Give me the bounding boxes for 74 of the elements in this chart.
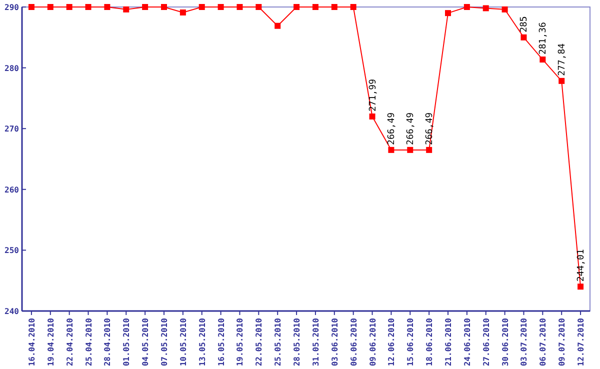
x-tick-label: 27.06.2010: [482, 318, 491, 366]
x-tick-label: 22.04.2010: [65, 318, 74, 366]
point: [85, 4, 92, 10]
x-tick-label: 31.05.2010: [311, 318, 320, 366]
data-label: 277,84: [558, 43, 568, 76]
y-tick-label: 280: [4, 64, 20, 73]
x-tick-label: 25.05.2010: [274, 318, 283, 366]
point: [161, 4, 167, 10]
x-tick-label: 15.06.2010: [406, 318, 416, 366]
y-tick-label: 260: [4, 185, 20, 194]
point: [218, 4, 224, 10]
x-tick-label: 30.06.2010: [500, 318, 510, 366]
point: [104, 4, 110, 10]
point: [256, 4, 262, 10]
point: [66, 4, 72, 10]
point: [180, 9, 186, 16]
x-tick-label: 28.05.2010: [292, 318, 302, 366]
data-label: 285: [520, 16, 530, 32]
point: [294, 4, 300, 10]
point: [274, 22, 281, 29]
x-tick-label: 09.07.2010: [558, 318, 567, 366]
point: [312, 4, 318, 10]
x-tick-label: 19.04.2010: [46, 318, 56, 366]
x-tick-label: 12.06.2010: [387, 318, 396, 366]
x-tick-label: 16.05.2010: [216, 318, 226, 366]
y-tick-label: 270: [4, 124, 20, 134]
x-tick-label: 04.05.2010: [141, 318, 150, 366]
data-label: 266,49: [387, 112, 398, 145]
x-tick-label: 12.07.2010: [576, 318, 586, 366]
point: [369, 114, 376, 120]
point: [47, 4, 54, 10]
point: [198, 4, 205, 10]
x-tick-label: 06.07.2010: [538, 318, 548, 366]
point: [578, 284, 584, 290]
x-tick-label: 10.05.2010: [178, 318, 188, 366]
data-label: 281,36: [538, 22, 549, 55]
data-label: 266,49: [425, 112, 436, 145]
y-tick-label: 240: [4, 307, 20, 316]
y-tick-label: 290: [4, 3, 20, 12]
point: [142, 4, 148, 10]
point: [445, 10, 451, 16]
data-label: 266,49: [406, 112, 416, 145]
x-tick-label: 22.05.2010: [254, 318, 264, 366]
point: [540, 56, 546, 63]
point: [350, 4, 356, 10]
point: [407, 146, 414, 153]
point: [236, 4, 243, 10]
x-tick-label: 06.06.2010: [349, 318, 358, 366]
point: [28, 4, 34, 10]
point: [558, 78, 565, 84]
y-tick-label: 250: [4, 246, 20, 256]
x-tick-label: 16.04.2010: [27, 318, 36, 366]
x-tick-label: 09.06.2010: [368, 318, 378, 366]
point: [464, 4, 470, 10]
point: [388, 146, 394, 153]
point: [426, 146, 432, 153]
point: [123, 6, 130, 12]
point: [331, 4, 338, 10]
x-tick-label: 25.04.2010: [84, 318, 94, 366]
x-tick-label: 13.05.2010: [198, 318, 207, 366]
x-tick-label: 18.06.2010: [425, 318, 434, 366]
x-tick-label: 07.05.2010: [160, 318, 169, 366]
data-label: 271,99: [368, 78, 378, 112]
data-label: 244,01: [576, 249, 587, 282]
point: [502, 6, 508, 12]
x-tick-label: 28.04.2010: [103, 318, 112, 366]
x-tick-label: 03.07.2010: [520, 318, 529, 366]
x-tick-label: 21.06.2010: [444, 318, 453, 366]
x-tick-label: 19.05.2010: [236, 318, 245, 366]
x-tick-label: 24.06.2010: [462, 318, 472, 366]
x-tick-label: 01.05.2010: [122, 318, 132, 366]
x-tick-label: 03.06.2010: [330, 318, 340, 366]
point: [520, 34, 527, 40]
point: [482, 5, 489, 12]
